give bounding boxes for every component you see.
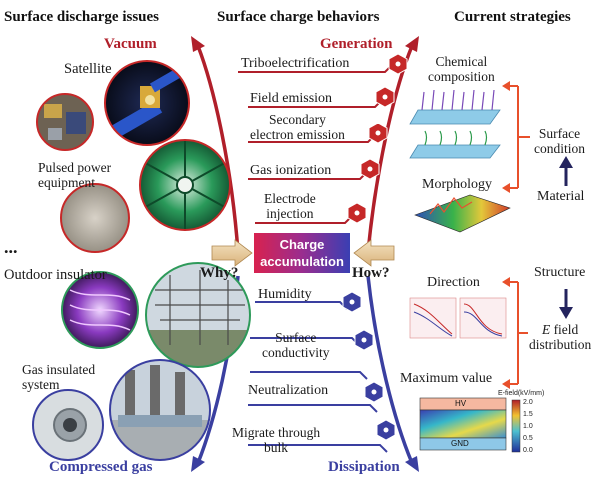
efield-tick-3: 0.5 (523, 435, 533, 442)
header-left: Surface discharge issues (4, 9, 159, 25)
left-arc-vacuum-head (191, 36, 205, 52)
charge-accumulation-box: Charge accumulation (254, 233, 350, 273)
label-generation: Generation (320, 36, 393, 52)
satellite-photo-large (104, 60, 190, 146)
morphology-graphic (414, 194, 511, 233)
pulsed-photo-large (139, 139, 231, 231)
gis-photo-large (109, 359, 211, 461)
label-satellite: Satellite (64, 61, 112, 77)
efield-bracket (508, 281, 519, 385)
efield-tick-0: 2.0 (523, 399, 533, 406)
outdoor-photo-large (145, 262, 251, 368)
label-vacuum: Vacuum (104, 36, 157, 52)
right-arc-generation (366, 45, 414, 253)
e-field-rest: field distribution (529, 322, 592, 352)
label-how: How? (352, 265, 390, 281)
label-morphology: Morphology (422, 177, 492, 192)
right-arc-dissipation-head (405, 456, 419, 472)
gen-item-0: Triboelectrification (241, 56, 350, 71)
label-dissipation: Dissipation (328, 459, 400, 475)
direction-graphic (409, 297, 507, 339)
dis-item-1: Surface conductivity (262, 330, 330, 360)
e-field-italic: E (541, 322, 551, 337)
label-compressed-gas: Compressed gas (49, 459, 153, 475)
efield-tick-2: 1.0 (523, 423, 533, 430)
chemical-composition-graphic (409, 89, 501, 159)
efield-tick-1: 1.5 (523, 411, 533, 418)
label-direction: Direction (427, 275, 480, 290)
gen-item-3: Gas ionization (250, 163, 332, 178)
label-structure: Structure (534, 265, 586, 280)
dissipation-nodes (342, 291, 396, 441)
label-maximum-value: Maximum value (400, 371, 493, 386)
generation-nodes (347, 53, 408, 224)
gen-item-1: Field emission (250, 91, 333, 106)
satellite-photo-small (36, 93, 94, 151)
efield-plot-title: E-field(kV/mm) (498, 390, 545, 397)
how-arrow (353, 239, 395, 267)
label-e-field-distribution: E field distribution (529, 322, 591, 352)
dis-item-2: Neutralization (248, 383, 329, 398)
right-arc-generation-head (405, 36, 419, 52)
label-material: Material (537, 189, 585, 204)
label-outdoor-insulator: Outdoor insulator (4, 267, 107, 283)
pulsed-photo-small (60, 183, 130, 253)
gen-item-2: Secondary electron emission (250, 112, 345, 142)
efield-plot (419, 397, 521, 453)
outdoor-photo-small (61, 271, 139, 349)
surface-bracket (508, 85, 519, 189)
dis-item-3: Migrate through bulk (232, 425, 321, 455)
label-surface-condition: Surface condition (534, 126, 585, 156)
efield-gnd: GND (451, 439, 469, 448)
label-why: Why? (200, 265, 239, 281)
left-arc-vacuum (196, 45, 240, 253)
gen-item-4: Electrode injection (264, 191, 316, 221)
header-middle: Surface charge behaviors (217, 9, 380, 25)
gis-photo-small (32, 389, 104, 461)
dis-item-0: Humidity (258, 287, 312, 302)
label-chemical-composition: Chemical composition (428, 54, 495, 84)
right-arc-dissipation (366, 275, 414, 464)
label-ellipsis: ... (4, 237, 18, 257)
why-arrow (211, 239, 253, 267)
label-gas-insulated: Gas insulated system (22, 362, 96, 392)
label-pulsed-power: Pulsed power equipment (38, 160, 112, 190)
left-arc-gas-head (191, 456, 205, 472)
efield-hv: HV (455, 399, 467, 408)
header-right: Current strategies (454, 9, 571, 25)
efield-tick-4: 0.0 (523, 447, 533, 454)
